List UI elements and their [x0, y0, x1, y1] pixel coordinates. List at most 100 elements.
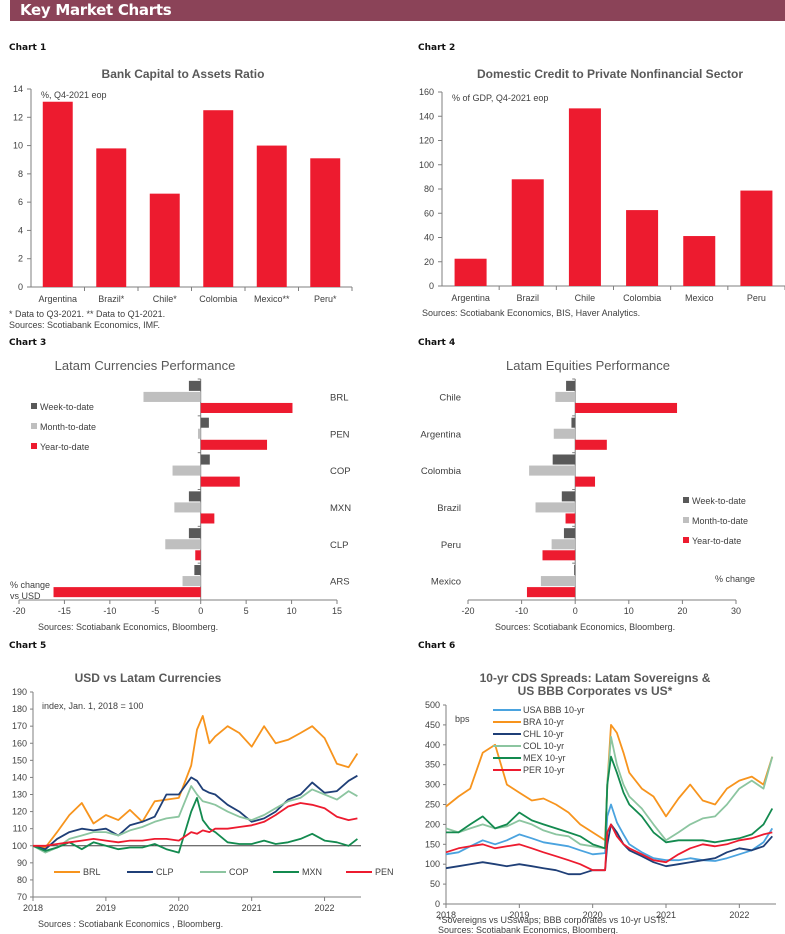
bar-colombia [626, 210, 659, 286]
unit-note: % of GDP, Q4-2021 eop [452, 93, 548, 103]
bar-clp-month-to-date [165, 539, 201, 550]
y-tick-label: 130 [12, 790, 27, 800]
chart-title: Latam Currencies Performance [55, 358, 236, 373]
category-label: Brazil [437, 503, 461, 514]
y-tick-label: 0 [18, 282, 23, 292]
chart-5-usd-vs-latam: USD vs Latam Currencies 70 80 90 100 110 120 13… [12, 671, 394, 929]
x-tick-label: 2020 [169, 903, 189, 913]
y-tick-label: 200 [425, 819, 440, 829]
series-line-cop [32, 785, 358, 854]
legend-label: COP [229, 867, 249, 877]
bar-brl-week-to-date [188, 380, 201, 391]
legend-label: Month-to-date [692, 516, 748, 526]
bar-brl-month-to-date [143, 391, 201, 402]
chart-title: Bank Capital to Assets Ratio [102, 67, 265, 81]
x-tick-label: 0 [198, 606, 203, 616]
chart-6-cds-spreads: 10-yr CDS Spreads: Latam Sovereigns &US … [425, 671, 776, 934]
y-tick-label: 120 [419, 136, 434, 146]
x-tick-label: 20 [677, 606, 687, 616]
legend-swatch-month-to-date [31, 423, 37, 429]
bar-brazil-week-to-date [561, 491, 576, 502]
bar-argentina [454, 258, 487, 286]
footnote: Sources: Scotiabank Economics, Bloomberg… [495, 622, 675, 632]
x-tick-label: 2022 [729, 910, 749, 920]
category-label: CLP [330, 540, 348, 551]
y-tick-label: 0 [429, 281, 434, 291]
chart-title: Latam Equities Performance [506, 358, 670, 373]
series-line-usa-bbb-10-yr [445, 803, 774, 862]
bar-cop-week-to-date [200, 454, 210, 465]
y-tick-label: 250 [425, 800, 440, 810]
y-tick-label: 300 [425, 780, 440, 790]
chart-title: 10-yr CDS Spreads: Latam Sovereigns & [480, 671, 711, 685]
bar-argentina [42, 101, 73, 287]
x-tick-label: Mexico** [254, 294, 290, 304]
y-tick-label: 70 [17, 892, 27, 902]
header-banner: Key Market Charts [10, 0, 785, 21]
y-tick-label: 160 [12, 738, 27, 748]
chart-1-bank-capital: Bank Capital to Assets Ratio 0 2 4 6 8 10 12 14%… [9, 67, 353, 330]
legend-label: BRA 10-yr [523, 717, 564, 727]
x-tick-label: Colombia [199, 294, 237, 304]
footnote: Sources: Scotiabank Economics, Bloomberg… [438, 925, 618, 934]
x-tick-label: Mexico [685, 293, 714, 303]
y-tick-label: 150 [12, 755, 27, 765]
bar-chile [149, 193, 180, 287]
x-tick-label: Chile* [153, 294, 178, 304]
bar-pen-week-to-date [200, 417, 209, 428]
page-title: Key Market Charts [20, 1, 172, 19]
bar-mexico-month-to-date [540, 576, 576, 587]
y-tick-label: 100 [425, 859, 440, 869]
bar-colombia [203, 110, 234, 287]
x-tick-label: 2019 [96, 903, 116, 913]
y-tick-label: 160 [419, 87, 434, 97]
bar-brazil-year-to-date [565, 513, 576, 524]
axis-note: % change [10, 580, 50, 590]
bar-pen-month-to-date [197, 428, 201, 439]
bar-pen-year-to-date [200, 439, 268, 450]
legend-label: Week-to-date [692, 496, 746, 506]
legend-swatch-year-to-date [683, 537, 689, 543]
chart-2-domestic-credit: Domestic Credit to Private Nonfinancial … [419, 67, 785, 318]
chart-3-currencies-performance: Latam Currencies Performance -20 -15 -10 -5 0… [10, 358, 351, 632]
x-tick-label: -5 [151, 606, 159, 616]
legend-label: Month-to-date [40, 422, 96, 432]
x-tick-label: -20 [461, 606, 474, 616]
bar-peru-month-to-date [551, 539, 576, 550]
footnote: Sources: Scotiabank Economics, IMF. [9, 320, 160, 330]
legend-swatch-year-to-date [31, 443, 37, 449]
y-tick-label: 450 [425, 720, 440, 730]
legend-label: MEX 10-yr [523, 753, 566, 763]
unit-note: %, Q4-2021 eop [41, 90, 107, 100]
footnote: Sources: Scotiabank Economics, BIS, Have… [422, 308, 640, 318]
x-tick-label: Argentina [38, 294, 77, 304]
bar-clp-year-to-date [195, 550, 201, 561]
x-tick-label: -10 [103, 606, 116, 616]
footnote: * Data to Q3-2021. ** Data to Q1-2021. [9, 309, 165, 319]
y-tick-label: 140 [419, 111, 434, 121]
bar-argentina-week-to-date [571, 417, 576, 428]
bar-mxn-year-to-date [200, 513, 215, 524]
category-label: Peru [441, 540, 461, 551]
bar-chile-year-to-date [575, 402, 678, 413]
y-tick-label: 0 [435, 899, 440, 909]
bar-peru [740, 190, 773, 286]
series-line-chl-10-yr [445, 823, 773, 876]
bar-mexico-year-to-date [526, 587, 576, 598]
bar-brl-year-to-date [200, 402, 293, 413]
x-tick-label: 2019 [509, 910, 529, 920]
legend-swatch-month-to-date [683, 517, 689, 523]
bar-cop-month-to-date [172, 465, 201, 476]
y-tick-label: 60 [424, 208, 434, 218]
legend-swatch-week-to-date [31, 403, 37, 409]
y-tick-label: 2 [18, 254, 23, 264]
footnote: Sources: Scotiabank Economics, Bloomberg… [38, 622, 218, 632]
bar-mexico-week-to-date [574, 565, 576, 576]
bar-clp-week-to-date [188, 528, 201, 539]
bar-brazil [511, 179, 544, 286]
x-tick-label: 2022 [315, 903, 335, 913]
legend-label: CLP [156, 867, 174, 877]
footnote: *Sovereigns vs USswaps; BBB corporates v… [438, 915, 668, 925]
category-label: Mexico [431, 577, 461, 588]
y-tick-label: 500 [425, 700, 440, 710]
